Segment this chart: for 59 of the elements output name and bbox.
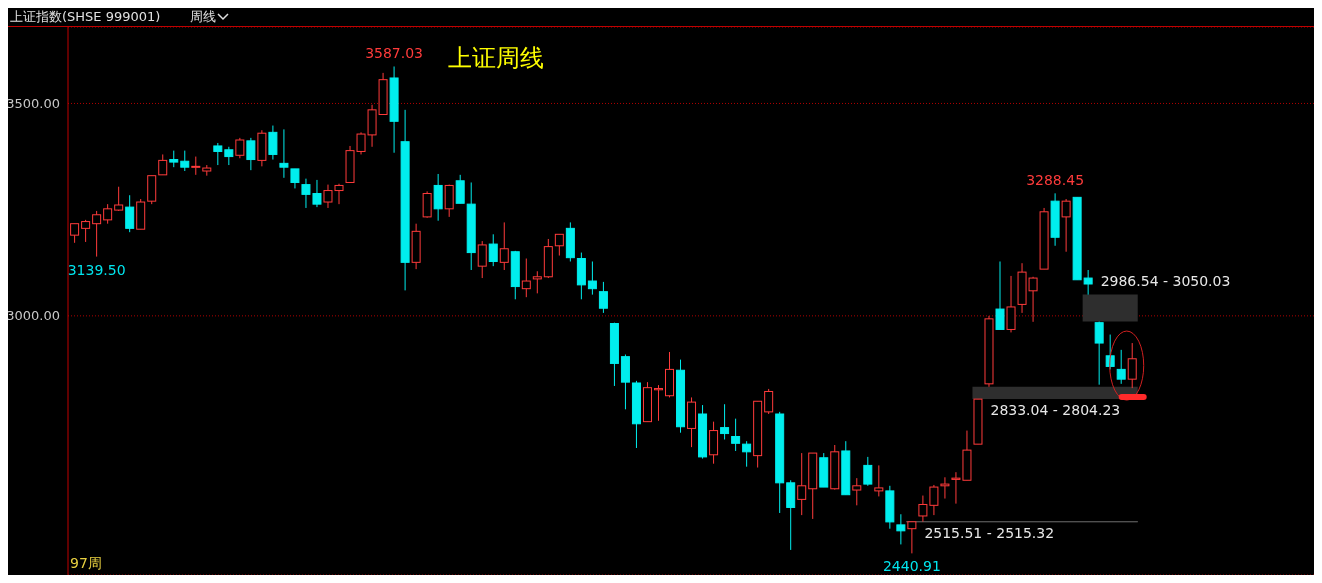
candlestick [1061, 198, 1071, 253]
candlestick [852, 477, 862, 506]
candlestick [213, 142, 223, 166]
candlestick [477, 240, 487, 279]
candlestick [180, 150, 190, 172]
candlestick [224, 146, 234, 166]
candlestick [444, 184, 454, 218]
candlestick [1127, 342, 1137, 389]
candlestick [455, 174, 465, 204]
candlestick [863, 456, 873, 487]
candlestick [1116, 349, 1126, 385]
candlestick [499, 221, 509, 271]
candlestick [81, 219, 91, 243]
candlestick [731, 418, 741, 452]
text: 上证周线 [448, 43, 544, 74]
annotation: 3139.50 [67, 261, 126, 278]
candlestick [103, 203, 113, 225]
candlestick [907, 521, 917, 554]
candlestick [587, 260, 597, 296]
candlestick [742, 440, 752, 468]
annotation: 97周 [70, 555, 102, 573]
annotation: 2440.91 [882, 558, 941, 575]
chart-subtitle: 上证指数(SHSE 999001) [10, 8, 161, 26]
candlestick [125, 194, 135, 233]
band-label: 2515.51 - 2515.32 [924, 524, 1055, 541]
text: 周线 [190, 8, 217, 26]
candlestick [995, 260, 1005, 330]
band-label: 2833.04 - 2804.23 [990, 402, 1121, 419]
candlestick [158, 153, 168, 176]
annotation: 3587.03 [365, 45, 424, 62]
candlestick [940, 476, 950, 500]
candlestick [797, 452, 807, 516]
candlestick [764, 388, 774, 415]
candlestick [874, 464, 884, 497]
candlestick [532, 270, 542, 294]
candlestick [290, 168, 300, 189]
candlestick [488, 233, 498, 267]
candlestick [235, 137, 245, 159]
candlestick [70, 223, 80, 244]
candlestick [598, 281, 608, 314]
candlestick [114, 186, 124, 212]
candlestick [268, 125, 278, 161]
candlestick [191, 156, 201, 176]
candlestick [92, 210, 102, 258]
candlestick [653, 384, 663, 422]
candlestick [896, 513, 906, 545]
y-tick-label: 3000.00 [6, 308, 60, 324]
candlestick [554, 233, 564, 257]
candlestick [433, 173, 443, 222]
candlestick [720, 403, 730, 440]
band-label: 2986.54 - 3050.03 [1100, 272, 1231, 289]
candlestick [246, 137, 256, 171]
candlestick [1006, 275, 1016, 333]
candlestick [521, 258, 531, 298]
candlestick [1094, 321, 1104, 386]
candlestick [279, 128, 289, 179]
candlestick [422, 190, 432, 219]
annotation: 3288.45 [1026, 172, 1085, 189]
y-tick-label: 3500.00 [6, 96, 60, 112]
